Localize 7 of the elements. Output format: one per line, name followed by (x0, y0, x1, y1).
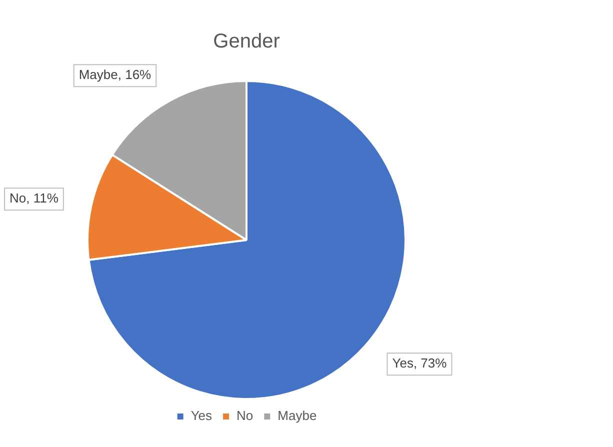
legend-label: No (236, 408, 254, 424)
data-label: No, 11% (10, 190, 59, 206)
legend-label: Maybe (278, 408, 317, 424)
data-label: Yes, 73% (392, 356, 448, 371)
chart-title: Gender (213, 30, 280, 53)
data-label: Maybe, 16% (78, 67, 152, 82)
legend-label: Yes (190, 408, 213, 424)
